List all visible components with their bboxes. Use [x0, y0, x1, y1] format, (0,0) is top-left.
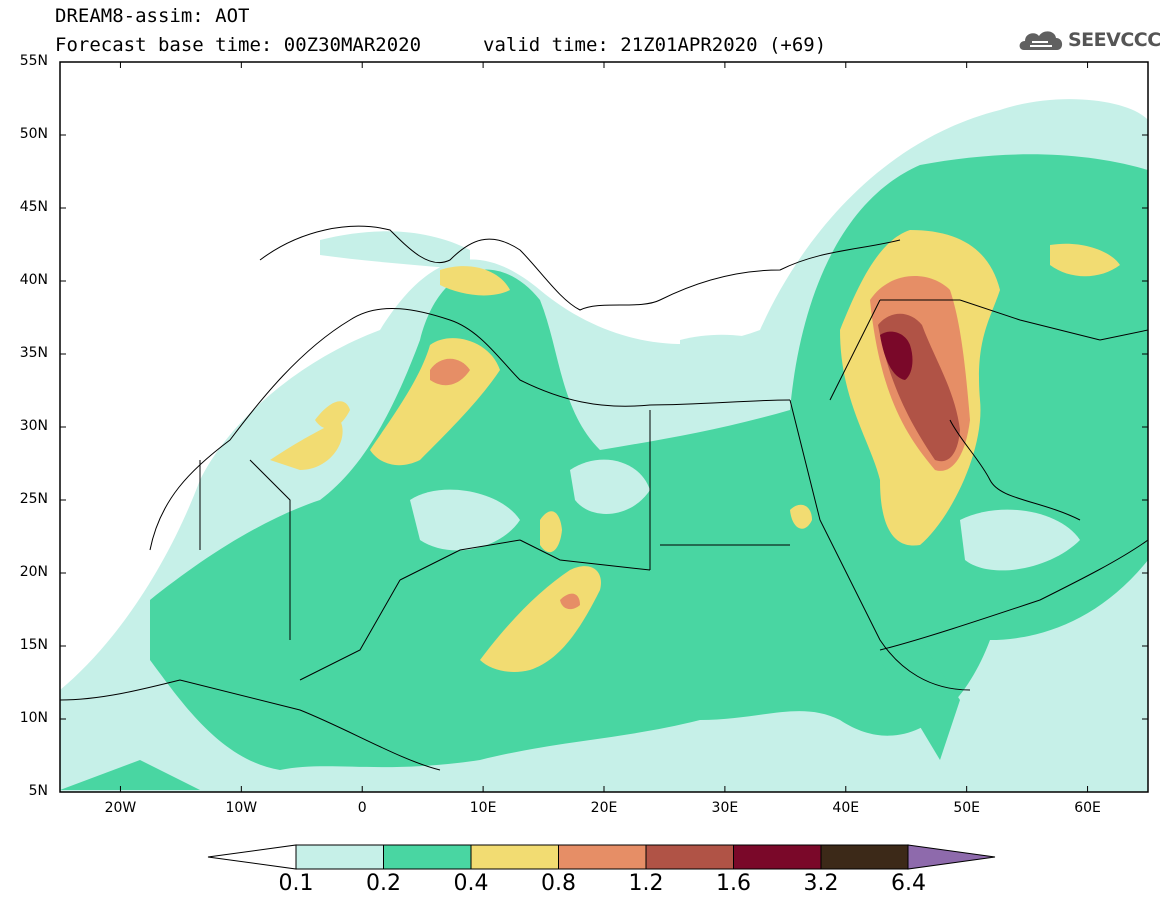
colorbar-box	[645, 844, 734, 870]
aot-level-1.6	[880, 331, 913, 380]
forecast-base-time: Forecast base time: 00Z30MAR2020	[55, 34, 422, 56]
aot-gap-regions	[410, 334, 1080, 571]
seevccc-logo: SEEVCCC	[1018, 24, 1161, 56]
lat-label: 30N	[19, 418, 48, 434]
lon-label: 30E	[711, 800, 739, 816]
colorbar-under-triangle	[207, 844, 297, 870]
lat-label: 40N	[19, 272, 48, 288]
cloud-icon	[1019, 31, 1063, 50]
lon-label: 50E	[953, 800, 980, 816]
lat-label: 15N	[19, 637, 48, 653]
axis-ticks	[60, 61, 1148, 793]
colorbar-label: 0.1	[278, 871, 314, 896]
colorbar-over-triangle	[907, 844, 996, 870]
logo-text: SEEVCCC	[1068, 29, 1161, 51]
colorbar-label: 0.2	[366, 871, 401, 896]
lon-label: 60E	[1074, 800, 1101, 816]
colorbar-box	[558, 844, 647, 870]
lon-label: 20E	[590, 800, 618, 816]
lon-label: 10E	[469, 800, 497, 816]
colorbar-box	[733, 844, 822, 870]
lat-label: 10N	[19, 710, 48, 726]
colorbar-box	[820, 844, 909, 870]
colorbar-boxes	[295, 844, 909, 870]
colorbar-label: 1.2	[628, 871, 664, 896]
valid-time: valid time: 21Z01APR2020 (+69)	[483, 34, 827, 56]
colorbar-label: 1.6	[716, 871, 751, 896]
colorbar-label: 6.4	[891, 871, 926, 896]
lon-label: 0	[357, 800, 367, 816]
lat-label: 5N	[28, 783, 48, 799]
colorbar-box	[383, 844, 472, 870]
lon-label: 10W	[225, 800, 258, 816]
lat-label: 25N	[19, 491, 48, 507]
lat-label: 45N	[19, 199, 48, 215]
model-title: DREAM8-assim: AOT	[55, 5, 250, 27]
coastlines	[60, 225, 1148, 771]
colorbar-label: 3.2	[803, 871, 839, 896]
lon-label: 20W	[104, 800, 137, 816]
lat-label: 50N	[19, 126, 48, 142]
colorbar-label: 0.8	[541, 871, 576, 896]
colorbar-box	[295, 844, 384, 870]
lat-label: 55N	[19, 53, 48, 69]
lat-label: 20N	[19, 564, 48, 580]
lon-label: 40E	[832, 800, 860, 816]
colorbar-box	[470, 844, 559, 870]
lat-label: 35N	[19, 345, 48, 361]
colorbar-label: 0.4	[453, 871, 489, 896]
